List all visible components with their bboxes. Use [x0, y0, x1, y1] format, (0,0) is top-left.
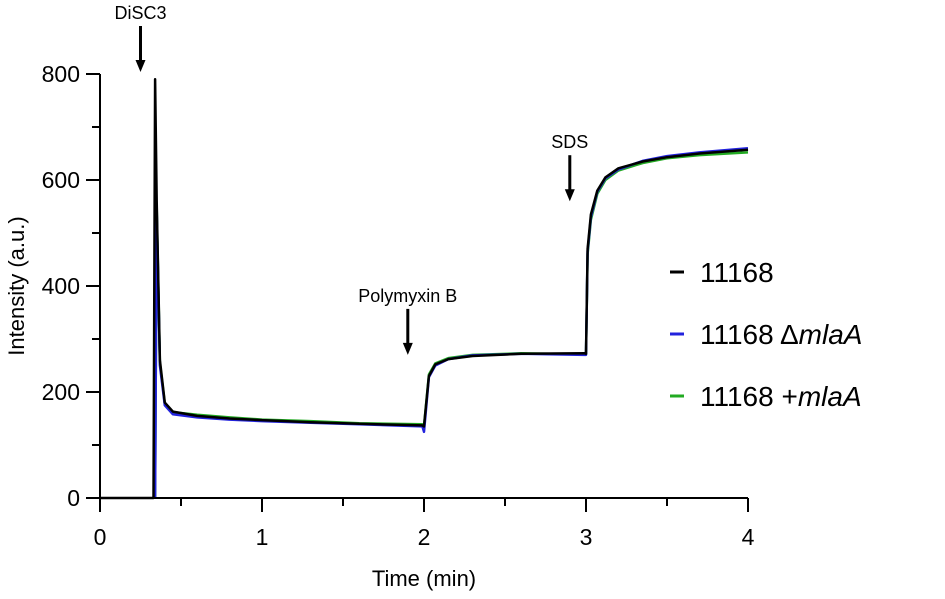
legend-label-gene: mlaA: [799, 319, 863, 350]
legend-label-prefix: 11168 +: [700, 381, 798, 412]
x-tick-label: 1: [256, 524, 269, 550]
legend-label-prefix: 11168 Δ: [700, 319, 799, 350]
annotation-arrow-head: [135, 60, 146, 72]
x-tick-label: 2: [418, 524, 431, 550]
y-tick-label: 400: [42, 273, 80, 299]
legend-label-prefix: 11168: [700, 257, 774, 288]
legend-label: 11168: [700, 257, 774, 288]
x-tick-label: 3: [580, 524, 593, 550]
legend-label: 11168 +mlaA: [700, 381, 862, 412]
y-tick-label: 200: [42, 379, 80, 405]
x-tick-label: 0: [94, 524, 107, 550]
annotation-label: DiSC3: [114, 3, 166, 23]
legend-label-gene: mlaA: [798, 381, 862, 412]
x-axis-title: Time (min): [372, 566, 476, 591]
y-tick-label: 800: [42, 61, 80, 87]
annotations: DiSC3 Polymyxin B SDS: [114, 3, 588, 355]
y-tick-label: 600: [42, 167, 80, 193]
series-line-0: [100, 78, 749, 500]
y-axis-title: Intensity (a.u.): [4, 216, 29, 355]
x-tick-label: 4: [742, 524, 755, 550]
annotation-label: Polymyxin B: [358, 286, 457, 306]
series-line-1: [153, 146, 749, 499]
series-line-2: [153, 151, 749, 499]
legend-label: 11168 ΔmlaA: [700, 319, 862, 350]
annotation-arrow-head: [564, 189, 575, 202]
plot-lines: [100, 78, 749, 500]
y-tick-label: 0: [67, 485, 80, 511]
ticks: 0 1 2 3 4 0 200 400 600 800: [42, 61, 755, 550]
annotation-label: SDS: [551, 132, 588, 152]
annotation-arrow-head: [402, 342, 413, 355]
